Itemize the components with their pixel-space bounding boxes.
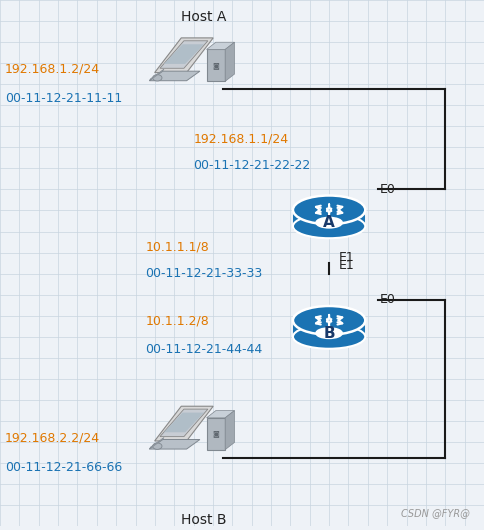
Ellipse shape (316, 328, 342, 338)
Text: 00-11-12-21-33-33: 00-11-12-21-33-33 (145, 267, 262, 280)
Text: 10.1.1.1/8: 10.1.1.1/8 (145, 241, 209, 254)
Text: 00-11-12-21-11-11: 00-11-12-21-11-11 (5, 92, 122, 105)
Ellipse shape (293, 325, 365, 349)
Polygon shape (149, 437, 164, 449)
Polygon shape (207, 411, 235, 418)
Polygon shape (149, 439, 200, 449)
Polygon shape (207, 49, 225, 81)
Polygon shape (155, 406, 213, 441)
Text: ◙: ◙ (212, 62, 219, 69)
Polygon shape (149, 71, 200, 81)
Text: 192.168.1.1/24: 192.168.1.1/24 (194, 133, 289, 146)
Text: 192.168.1.2/24: 192.168.1.2/24 (5, 63, 100, 76)
Ellipse shape (292, 216, 366, 238)
Text: 00-11-12-21-66-66: 00-11-12-21-66-66 (5, 461, 122, 474)
Ellipse shape (316, 217, 342, 228)
Text: 00-11-12-21-44-44: 00-11-12-21-44-44 (145, 343, 262, 356)
Text: 192.168.2.2/24: 192.168.2.2/24 (5, 431, 100, 444)
Polygon shape (160, 41, 208, 68)
Polygon shape (164, 44, 204, 64)
Polygon shape (225, 42, 235, 81)
Text: E1: E1 (339, 251, 355, 264)
Ellipse shape (293, 196, 365, 224)
Ellipse shape (152, 443, 162, 449)
Text: 10.1.1.2/8: 10.1.1.2/8 (145, 314, 209, 328)
Ellipse shape (293, 214, 365, 238)
Bar (293, 324, 365, 340)
Polygon shape (207, 42, 235, 49)
Ellipse shape (293, 306, 365, 335)
Ellipse shape (292, 327, 366, 348)
Ellipse shape (152, 75, 162, 81)
Text: A: A (323, 215, 335, 230)
Text: E1: E1 (339, 259, 355, 272)
Text: 00-11-12-21-22-22: 00-11-12-21-22-22 (194, 159, 311, 172)
Polygon shape (207, 418, 225, 449)
Polygon shape (225, 411, 235, 449)
Text: CSDN @FYR@: CSDN @FYR@ (401, 508, 469, 518)
Polygon shape (155, 38, 213, 73)
Text: Host A: Host A (181, 10, 226, 24)
Polygon shape (149, 69, 164, 81)
Polygon shape (160, 409, 208, 437)
Text: E0: E0 (380, 294, 396, 306)
Text: Host B: Host B (181, 513, 226, 527)
Text: E0: E0 (380, 183, 396, 196)
Polygon shape (164, 412, 204, 432)
Bar (293, 214, 365, 230)
Text: ◙: ◙ (212, 430, 219, 437)
Text: B: B (323, 325, 335, 341)
